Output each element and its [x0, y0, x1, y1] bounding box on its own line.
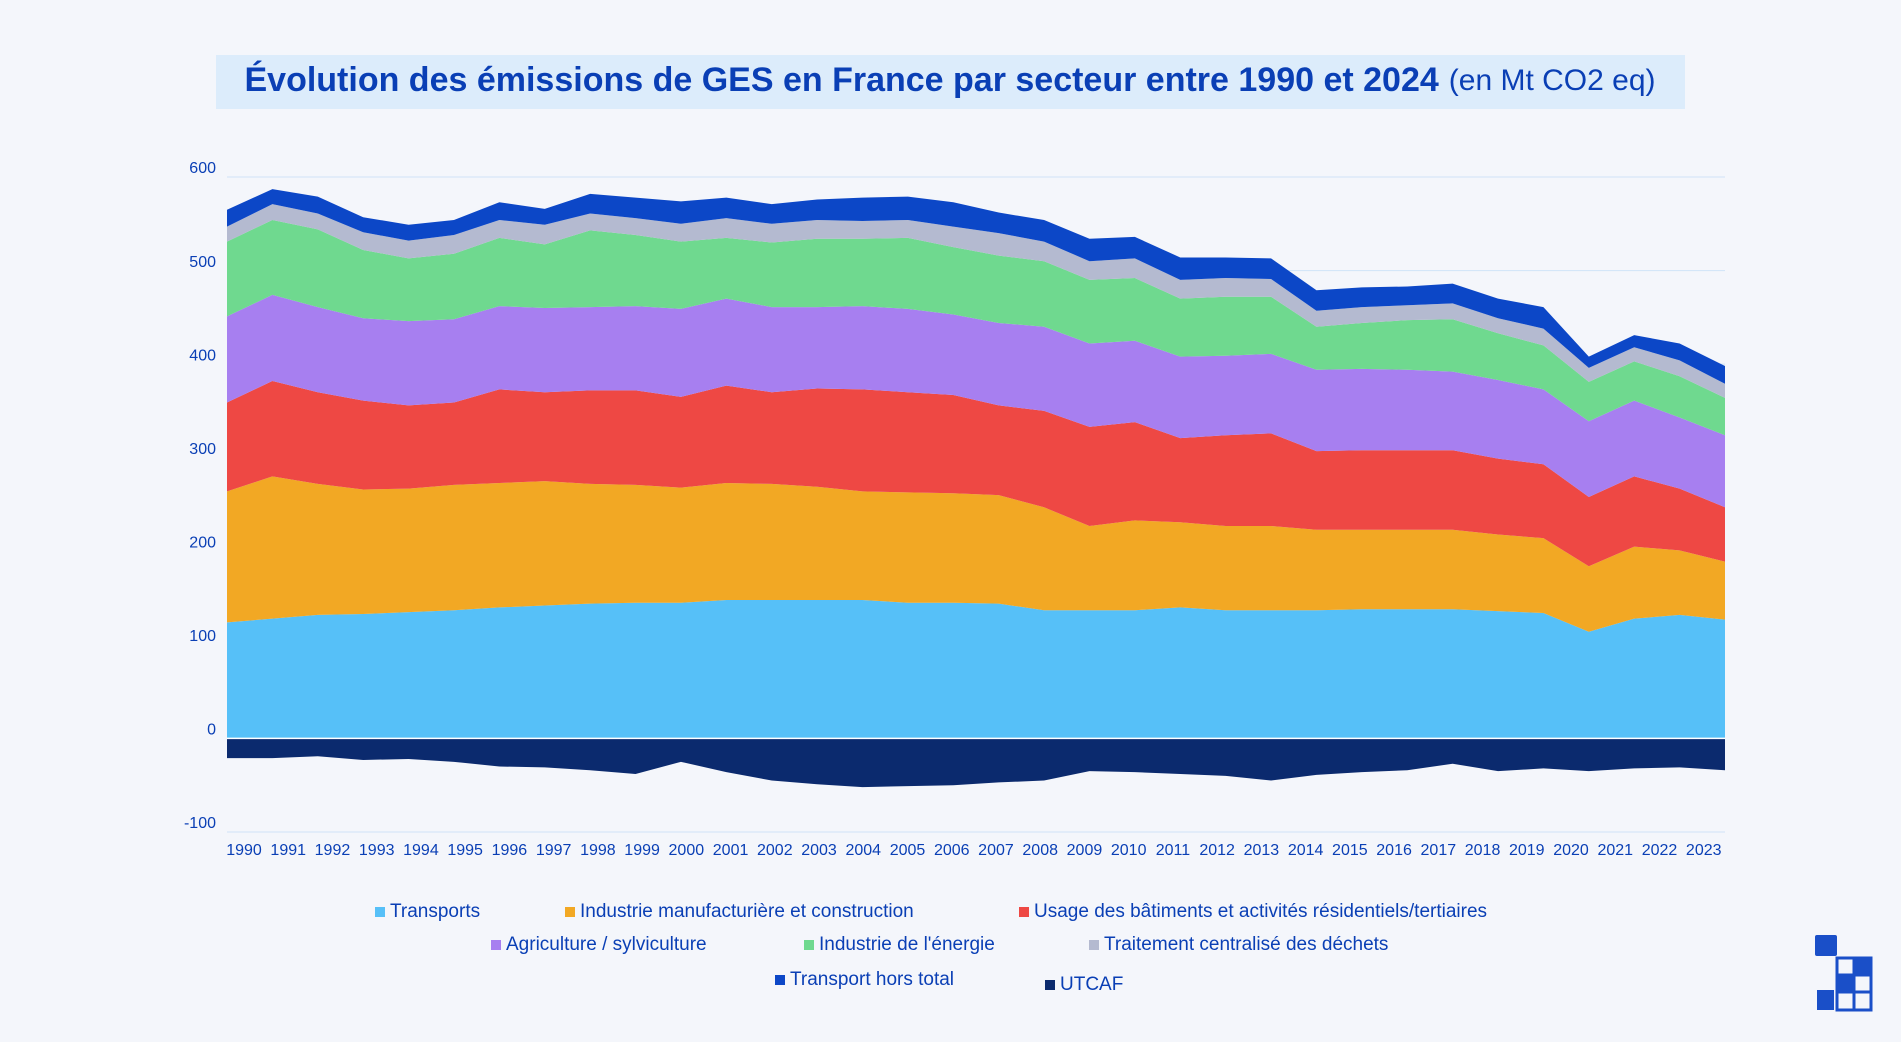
subtitle: (en Mt CO2 eq) [1449, 64, 1656, 97]
logo [1815, 935, 1873, 1012]
y-tick-label: 0 [207, 722, 216, 739]
legend-swatch [1019, 907, 1029, 917]
x-tick-label: 2004 [845, 842, 881, 859]
area [227, 189, 1725, 384]
x-tick-label: 2010 [1111, 842, 1147, 859]
x-tick-label: 1995 [447, 842, 483, 859]
x-tick-label: 2003 [801, 842, 837, 859]
x-tick-label: 2020 [1553, 842, 1589, 859]
x-tick-label: 1999 [624, 842, 660, 859]
x-tick-label: 2000 [669, 842, 705, 859]
legend-label: Transport hors total [790, 969, 954, 990]
legend-swatch [804, 940, 814, 950]
x-tick-label: 2015 [1332, 842, 1368, 859]
x-tick-label: 2006 [934, 842, 970, 859]
x-tick-label: 2023 [1686, 842, 1722, 859]
legend-label: Agriculture / sylviculture [506, 934, 707, 955]
x-tick-label: 1993 [359, 842, 395, 859]
area [227, 220, 1725, 436]
legend-swatch [1045, 980, 1055, 990]
legend-label: Transports [390, 901, 480, 922]
x-tick-label: 1997 [536, 842, 572, 859]
legend-swatch [375, 907, 385, 917]
y-tick-label: 300 [189, 441, 216, 458]
y-tick-label: 500 [189, 254, 216, 271]
legend-swatch [775, 975, 785, 985]
legend-swatch [1089, 940, 1099, 950]
chart-title: Évolution des émissions de GES en France… [244, 61, 1655, 99]
legend-label: Industrie de l'énergie [819, 934, 995, 955]
y-tick-label: -100 [184, 815, 216, 832]
x-tick-label: 1998 [580, 842, 616, 859]
x-tick-label: 1990 [226, 842, 262, 859]
x-tick-label: 2013 [1244, 842, 1280, 859]
legend-swatch [565, 907, 575, 917]
y-tick-label: 400 [189, 347, 216, 364]
x-tick-label: 2012 [1199, 842, 1235, 859]
x-tick-label: 2011 [1156, 842, 1191, 859]
title-box [216, 55, 1685, 109]
legend-label: Traitement centralisé des déchets [1104, 934, 1388, 955]
area [227, 476, 1725, 632]
area [227, 738, 1725, 788]
x-tick-label: 2022 [1642, 842, 1678, 859]
x-tick-label: 2014 [1288, 842, 1324, 859]
x-tick-label: 2002 [757, 842, 793, 859]
x-tick-label: 1994 [403, 842, 439, 859]
x-tick-label: 1992 [315, 842, 351, 859]
legend-swatch [491, 940, 501, 950]
y-tick-label: 600 [189, 160, 216, 177]
x-tick-label: 1996 [492, 842, 528, 859]
x-tick-label: 2009 [1067, 842, 1103, 859]
y-tick-label: 100 [189, 628, 216, 645]
area [227, 380, 1725, 567]
x-tick-label: 2005 [890, 842, 926, 859]
areas [227, 189, 1725, 788]
x-tick-label: 2021 [1597, 842, 1633, 859]
x-tick-label: 1991 [270, 842, 306, 859]
legend-label: UTCAF [1060, 974, 1123, 995]
x-tick-label: 2016 [1376, 842, 1412, 859]
area [227, 204, 1725, 398]
legend-label: Usage des bâtiments et activités résiden… [1034, 901, 1487, 922]
x-tick-label: 2007 [978, 842, 1014, 859]
x-tick-label: 2017 [1421, 842, 1457, 859]
legend-label: Industrie manufacturière et construction [580, 901, 914, 922]
title: Évolution des émissions de GES en France… [244, 61, 1438, 99]
area [227, 294, 1725, 508]
x-tick-label: 2019 [1509, 842, 1545, 859]
x-tick-label: 2018 [1465, 842, 1501, 859]
area [227, 599, 1725, 739]
y-tick-label: 200 [189, 535, 216, 552]
x-tick-label: 2001 [713, 842, 749, 859]
x-tick-label: 2008 [1022, 842, 1058, 859]
